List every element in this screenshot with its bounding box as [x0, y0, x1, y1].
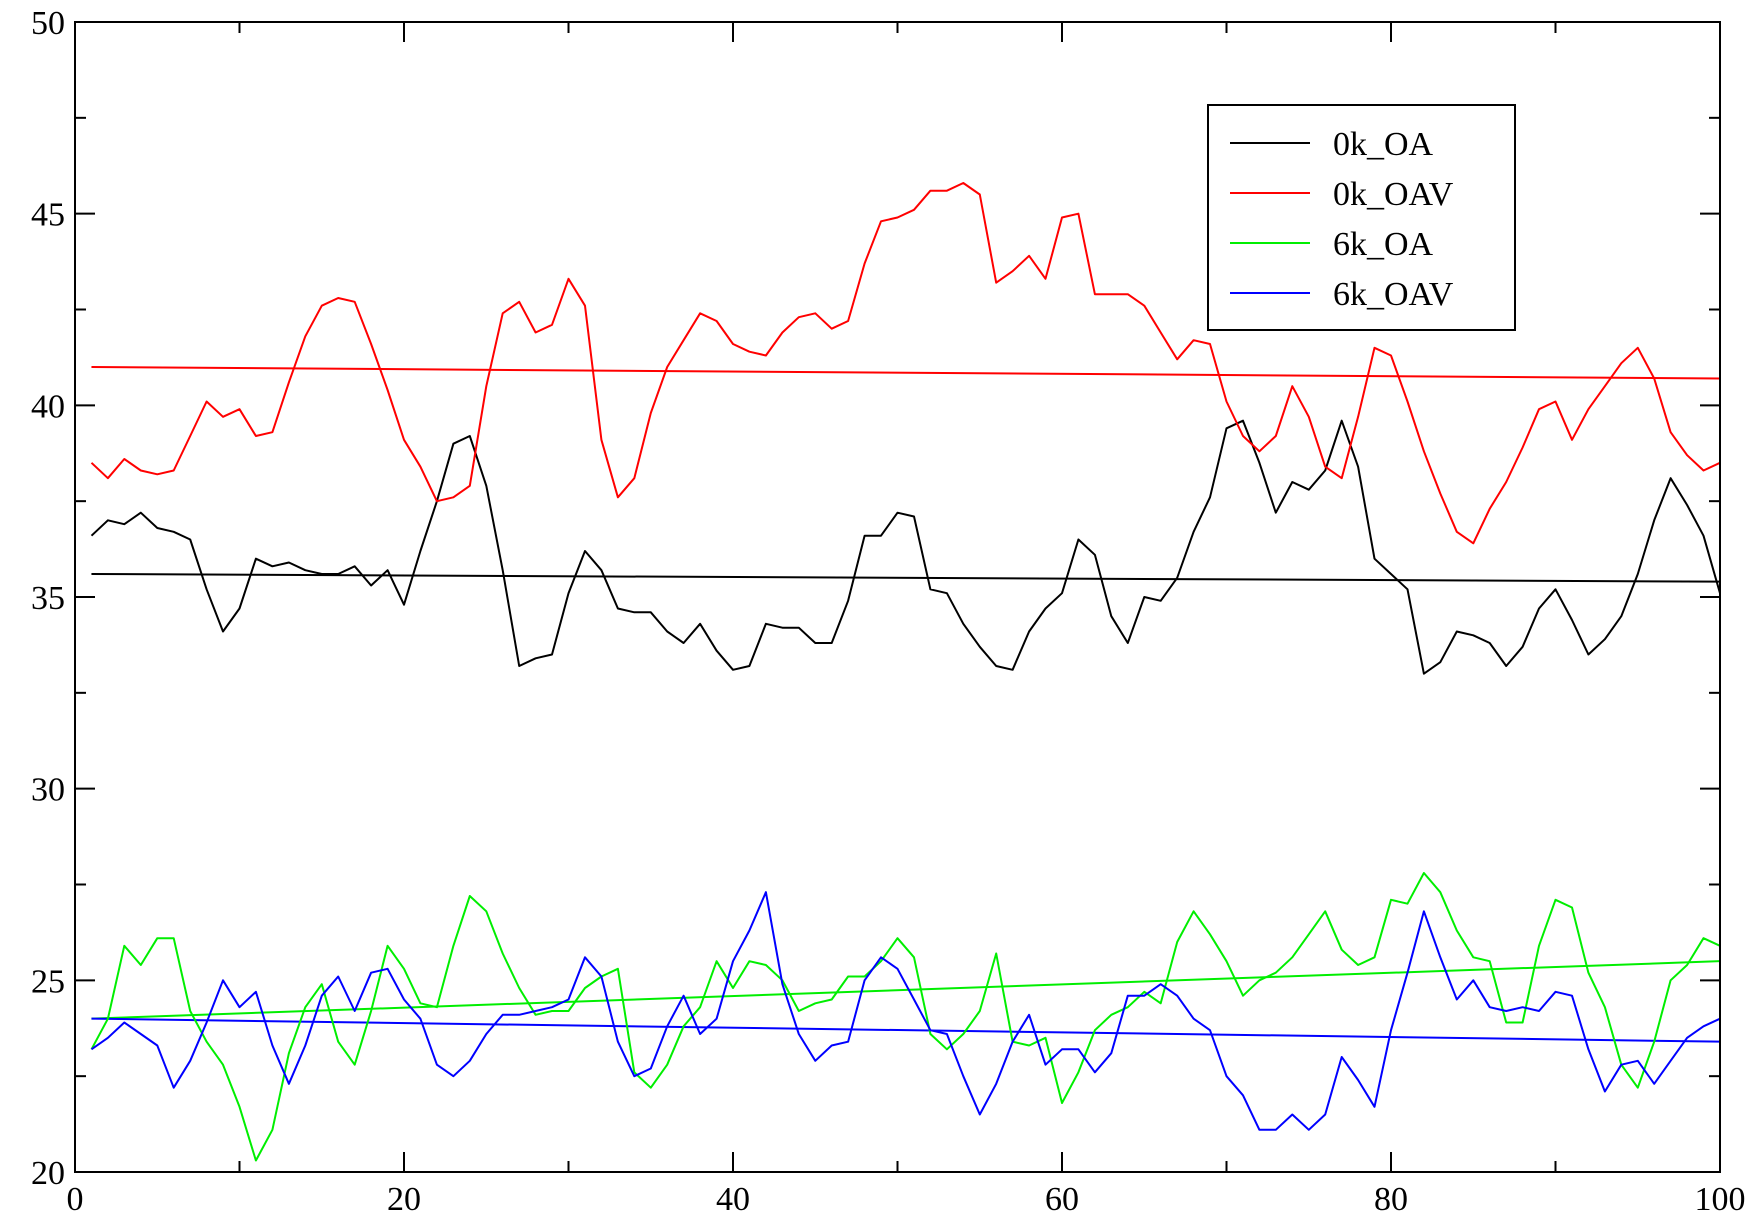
legend-label: 6k_OA	[1333, 226, 1434, 263]
trend-line-6k-oa	[91, 960, 1721, 1020]
series-line-0k-oav	[90, 182, 1721, 545]
trend-line-0k-oav	[91, 366, 1721, 380]
series-lines	[90, 182, 1721, 1162]
legend-label: 0k_OA	[1333, 126, 1434, 163]
legend: 0k_OA 0k_OAV 6k_OA 6k_OAV	[1207, 104, 1516, 331]
y-tick-label: 20	[31, 1155, 65, 1192]
trend-line-0k-oa	[91, 573, 1721, 583]
y-tick-label: 30	[31, 772, 65, 809]
y-tick-label: 25	[31, 963, 65, 1000]
x-tick-label: 0	[67, 1181, 84, 1218]
plot-area-frame	[74, 21, 1721, 1173]
series-line-6k-oav	[90, 891, 1721, 1131]
x-tick-label: 60	[1045, 1181, 1079, 1218]
x-tick-label: 20	[387, 1181, 421, 1218]
y-tick-label: 40	[31, 388, 65, 425]
x-tick-label: 40	[716, 1181, 750, 1218]
trend-lines	[91, 366, 1721, 1043]
legend-label: 0k_OAV	[1333, 176, 1454, 213]
trend-line-6k-oav	[91, 1017, 1721, 1043]
series-line-0k-oa	[90, 419, 1721, 675]
series-line-6k-oa	[90, 872, 1721, 1162]
x-tick-label: 80	[1374, 1181, 1408, 1218]
y-tick-label: 35	[31, 580, 65, 617]
x-tick-label: 100	[1695, 1181, 1746, 1218]
y-tick-label: 50	[31, 5, 65, 42]
legend-label: 6k_OAV	[1333, 276, 1454, 313]
y-tick-label: 45	[31, 197, 65, 234]
